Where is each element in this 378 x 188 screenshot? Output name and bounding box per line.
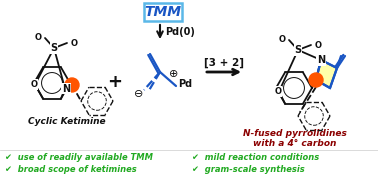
Text: O: O: [71, 39, 78, 48]
Circle shape: [309, 73, 323, 87]
Polygon shape: [316, 60, 337, 88]
Text: Cyclic Ketimine: Cyclic Ketimine: [28, 118, 105, 127]
Text: Pd: Pd: [178, 79, 192, 89]
Text: O: O: [315, 40, 322, 49]
Text: O: O: [274, 87, 282, 96]
Text: S: S: [50, 43, 57, 53]
Text: Pd(0): Pd(0): [165, 27, 195, 37]
Text: N-fused pyrrolidines: N-fused pyrrolidines: [243, 129, 347, 137]
Text: O: O: [31, 80, 37, 89]
Text: ⊕: ⊕: [169, 69, 179, 79]
Text: N: N: [62, 84, 70, 94]
Text: [3 + 2]: [3 + 2]: [204, 58, 244, 68]
Text: ✔  use of readily available TMM: ✔ use of readily available TMM: [5, 153, 153, 162]
Text: +: +: [107, 73, 122, 91]
Text: ✔  gram-scale synthesis: ✔ gram-scale synthesis: [192, 165, 305, 174]
Text: O: O: [35, 33, 42, 42]
Circle shape: [65, 78, 79, 92]
Text: with a 4° carbon: with a 4° carbon: [253, 139, 337, 148]
Text: ⊖: ⊖: [134, 89, 144, 99]
Text: O: O: [279, 36, 286, 45]
Text: ✔  broad scope of ketimines: ✔ broad scope of ketimines: [5, 165, 137, 174]
Text: TMM: TMM: [144, 5, 181, 19]
Text: N: N: [317, 55, 325, 65]
FancyBboxPatch shape: [144, 3, 182, 21]
Text: ✔  mild reaction conditions: ✔ mild reaction conditions: [192, 153, 319, 162]
Text: S: S: [294, 45, 302, 55]
